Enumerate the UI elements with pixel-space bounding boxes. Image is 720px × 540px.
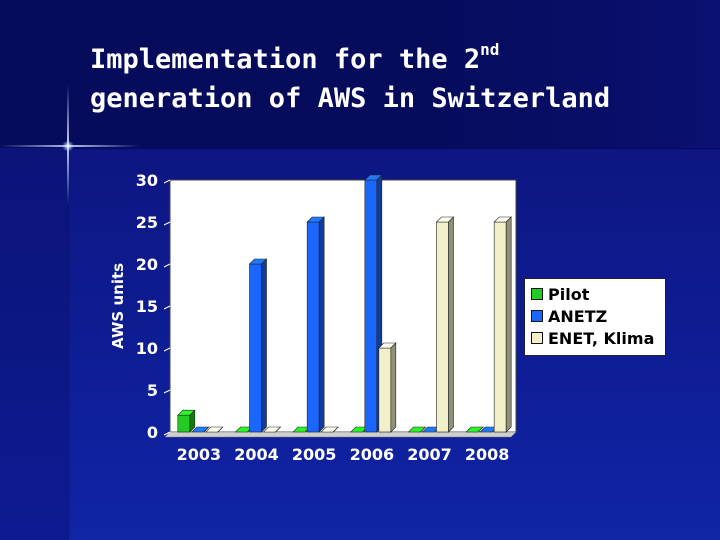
plot-floor bbox=[164, 431, 517, 438]
bar bbox=[320, 426, 339, 433]
bar-front bbox=[364, 179, 378, 433]
bar-side bbox=[203, 426, 210, 433]
bar-side bbox=[477, 426, 484, 433]
bar-side bbox=[448, 216, 454, 433]
sparkle-icon bbox=[62, 141, 74, 151]
x-tick-label: 2004 bbox=[234, 445, 279, 464]
y-tick bbox=[163, 179, 171, 184]
bar-side bbox=[505, 216, 512, 433]
x-tick-label: 2008 bbox=[465, 445, 510, 464]
bar-side bbox=[318, 216, 325, 433]
y-tick-label: 10 bbox=[136, 339, 158, 358]
legend-item: ENET, Klima bbox=[531, 327, 665, 349]
bar-side bbox=[275, 426, 281, 433]
bar-side bbox=[261, 258, 267, 433]
bar-front bbox=[493, 221, 507, 433]
bar-side bbox=[217, 426, 224, 433]
legend-label: Pilot bbox=[548, 284, 590, 304]
y-axis-title: AWS units bbox=[109, 263, 127, 349]
bar-front bbox=[306, 221, 320, 433]
left-band bbox=[0, 148, 68, 540]
bar-side bbox=[332, 426, 339, 433]
title-band bbox=[0, 0, 720, 148]
bar bbox=[191, 426, 210, 433]
y-tick bbox=[163, 305, 171, 310]
bar bbox=[465, 426, 484, 433]
x-tick-label: 2006 bbox=[350, 445, 395, 464]
legend-label: ANETZ bbox=[548, 306, 608, 326]
y-tick bbox=[163, 221, 171, 226]
y-tick-label: 25 bbox=[136, 213, 158, 232]
bar bbox=[205, 426, 224, 433]
x-tick-label: 2003 bbox=[177, 445, 222, 464]
slide-title: Implementation for the 2nd generation of… bbox=[90, 40, 710, 118]
title-line-1: Implementation for the 2nd bbox=[90, 40, 500, 76]
bar bbox=[262, 426, 282, 433]
bar-front bbox=[436, 221, 449, 433]
legend-item: ANETZ bbox=[531, 305, 665, 327]
bar bbox=[407, 426, 427, 433]
legend-swatch bbox=[531, 310, 543, 322]
bar-front bbox=[177, 414, 191, 433]
y-tick-label: 15 bbox=[136, 297, 158, 316]
bar bbox=[493, 216, 512, 433]
y-tick-label: 5 bbox=[147, 381, 158, 400]
bar-front bbox=[249, 263, 262, 433]
x-tick-label: 2005 bbox=[292, 445, 337, 464]
legend-item: Pilot bbox=[531, 283, 665, 305]
y-tick-label: 0 bbox=[147, 423, 158, 442]
bar bbox=[364, 174, 383, 433]
y-tick bbox=[163, 263, 171, 268]
title-line-2: generation of AWS in Switzerland bbox=[90, 83, 611, 114]
legend-swatch bbox=[531, 288, 543, 300]
y-tick-label: 20 bbox=[136, 255, 158, 274]
bar bbox=[378, 342, 397, 433]
bar-front bbox=[378, 347, 392, 433]
legend-label: ENET, Klima bbox=[548, 328, 655, 348]
bar bbox=[177, 409, 196, 433]
chart-legend: Pilot ANETZ ENET, Klima bbox=[524, 278, 666, 356]
y-tick-label: 30 bbox=[136, 171, 158, 190]
y-tick bbox=[163, 347, 171, 352]
bar-side bbox=[390, 342, 397, 433]
bar bbox=[248, 258, 268, 433]
bar-side bbox=[420, 426, 426, 433]
x-tick-label: 2007 bbox=[407, 445, 452, 464]
bar bbox=[306, 216, 325, 433]
plot-area bbox=[169, 179, 517, 433]
title-superscript: nd bbox=[480, 40, 500, 59]
bar bbox=[435, 216, 455, 433]
y-tick bbox=[163, 389, 171, 394]
y-tick bbox=[163, 431, 171, 436]
legend-swatch bbox=[531, 332, 543, 344]
bar-side bbox=[189, 409, 196, 433]
